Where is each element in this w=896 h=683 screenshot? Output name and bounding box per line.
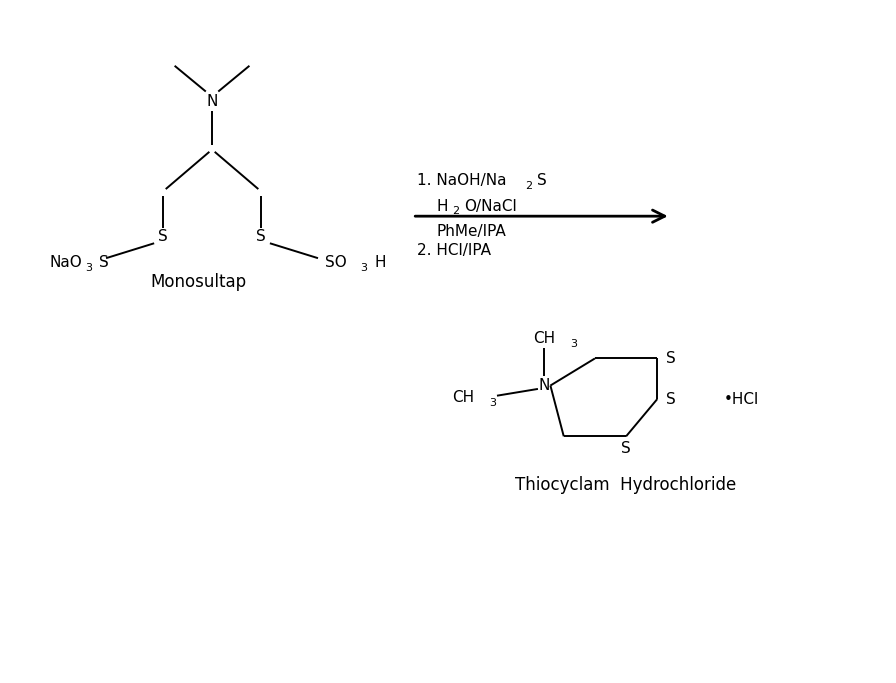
Text: 2. HCl/IPA: 2. HCl/IPA <box>417 242 491 257</box>
Text: 1. NaOH/Na: 1. NaOH/Na <box>417 173 506 189</box>
Text: NaO: NaO <box>50 255 82 270</box>
Text: H: H <box>436 199 448 214</box>
Text: CH: CH <box>533 331 556 346</box>
Text: S: S <box>537 173 547 189</box>
Text: Thiocyclam  Hydrochloride: Thiocyclam Hydrochloride <box>515 476 737 494</box>
Text: O/NaCl: O/NaCl <box>464 199 517 214</box>
Text: 3: 3 <box>570 339 577 348</box>
Text: 3: 3 <box>86 263 92 273</box>
Text: •HCl: •HCl <box>724 391 759 406</box>
Text: 2: 2 <box>452 206 459 217</box>
Text: 3: 3 <box>489 398 496 408</box>
Text: Monosultap: Monosultap <box>151 273 246 291</box>
Text: CH: CH <box>452 390 474 405</box>
Text: PhMe/IPA: PhMe/IPA <box>436 223 506 238</box>
Text: SO: SO <box>325 255 347 270</box>
Text: H: H <box>375 255 386 270</box>
Text: S: S <box>666 351 676 366</box>
Text: 2: 2 <box>525 182 532 191</box>
Text: 3: 3 <box>360 263 367 273</box>
Text: S: S <box>621 441 631 456</box>
Text: N: N <box>206 94 218 109</box>
Text: N: N <box>538 378 550 393</box>
Text: S: S <box>666 391 676 406</box>
Text: S: S <box>159 229 168 244</box>
Text: S: S <box>256 229 266 244</box>
Text: S: S <box>99 255 108 270</box>
